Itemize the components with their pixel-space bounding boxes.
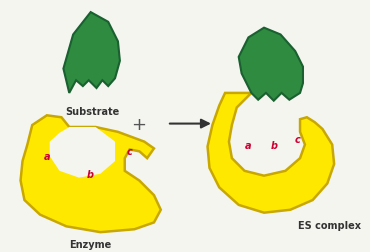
Polygon shape (239, 28, 303, 101)
Text: Enzyme: Enzyme (70, 239, 112, 249)
Text: a: a (44, 152, 50, 162)
Polygon shape (21, 116, 161, 232)
Text: c: c (127, 147, 132, 157)
Text: Substrate: Substrate (65, 106, 120, 116)
Text: c: c (294, 134, 300, 144)
Text: ES complex: ES complex (298, 220, 361, 230)
Text: +: + (131, 115, 146, 133)
Text: b: b (87, 169, 94, 179)
Text: a: a (245, 140, 252, 150)
Text: b: b (270, 140, 277, 150)
Polygon shape (63, 13, 120, 93)
Polygon shape (208, 93, 334, 213)
Polygon shape (50, 128, 115, 178)
